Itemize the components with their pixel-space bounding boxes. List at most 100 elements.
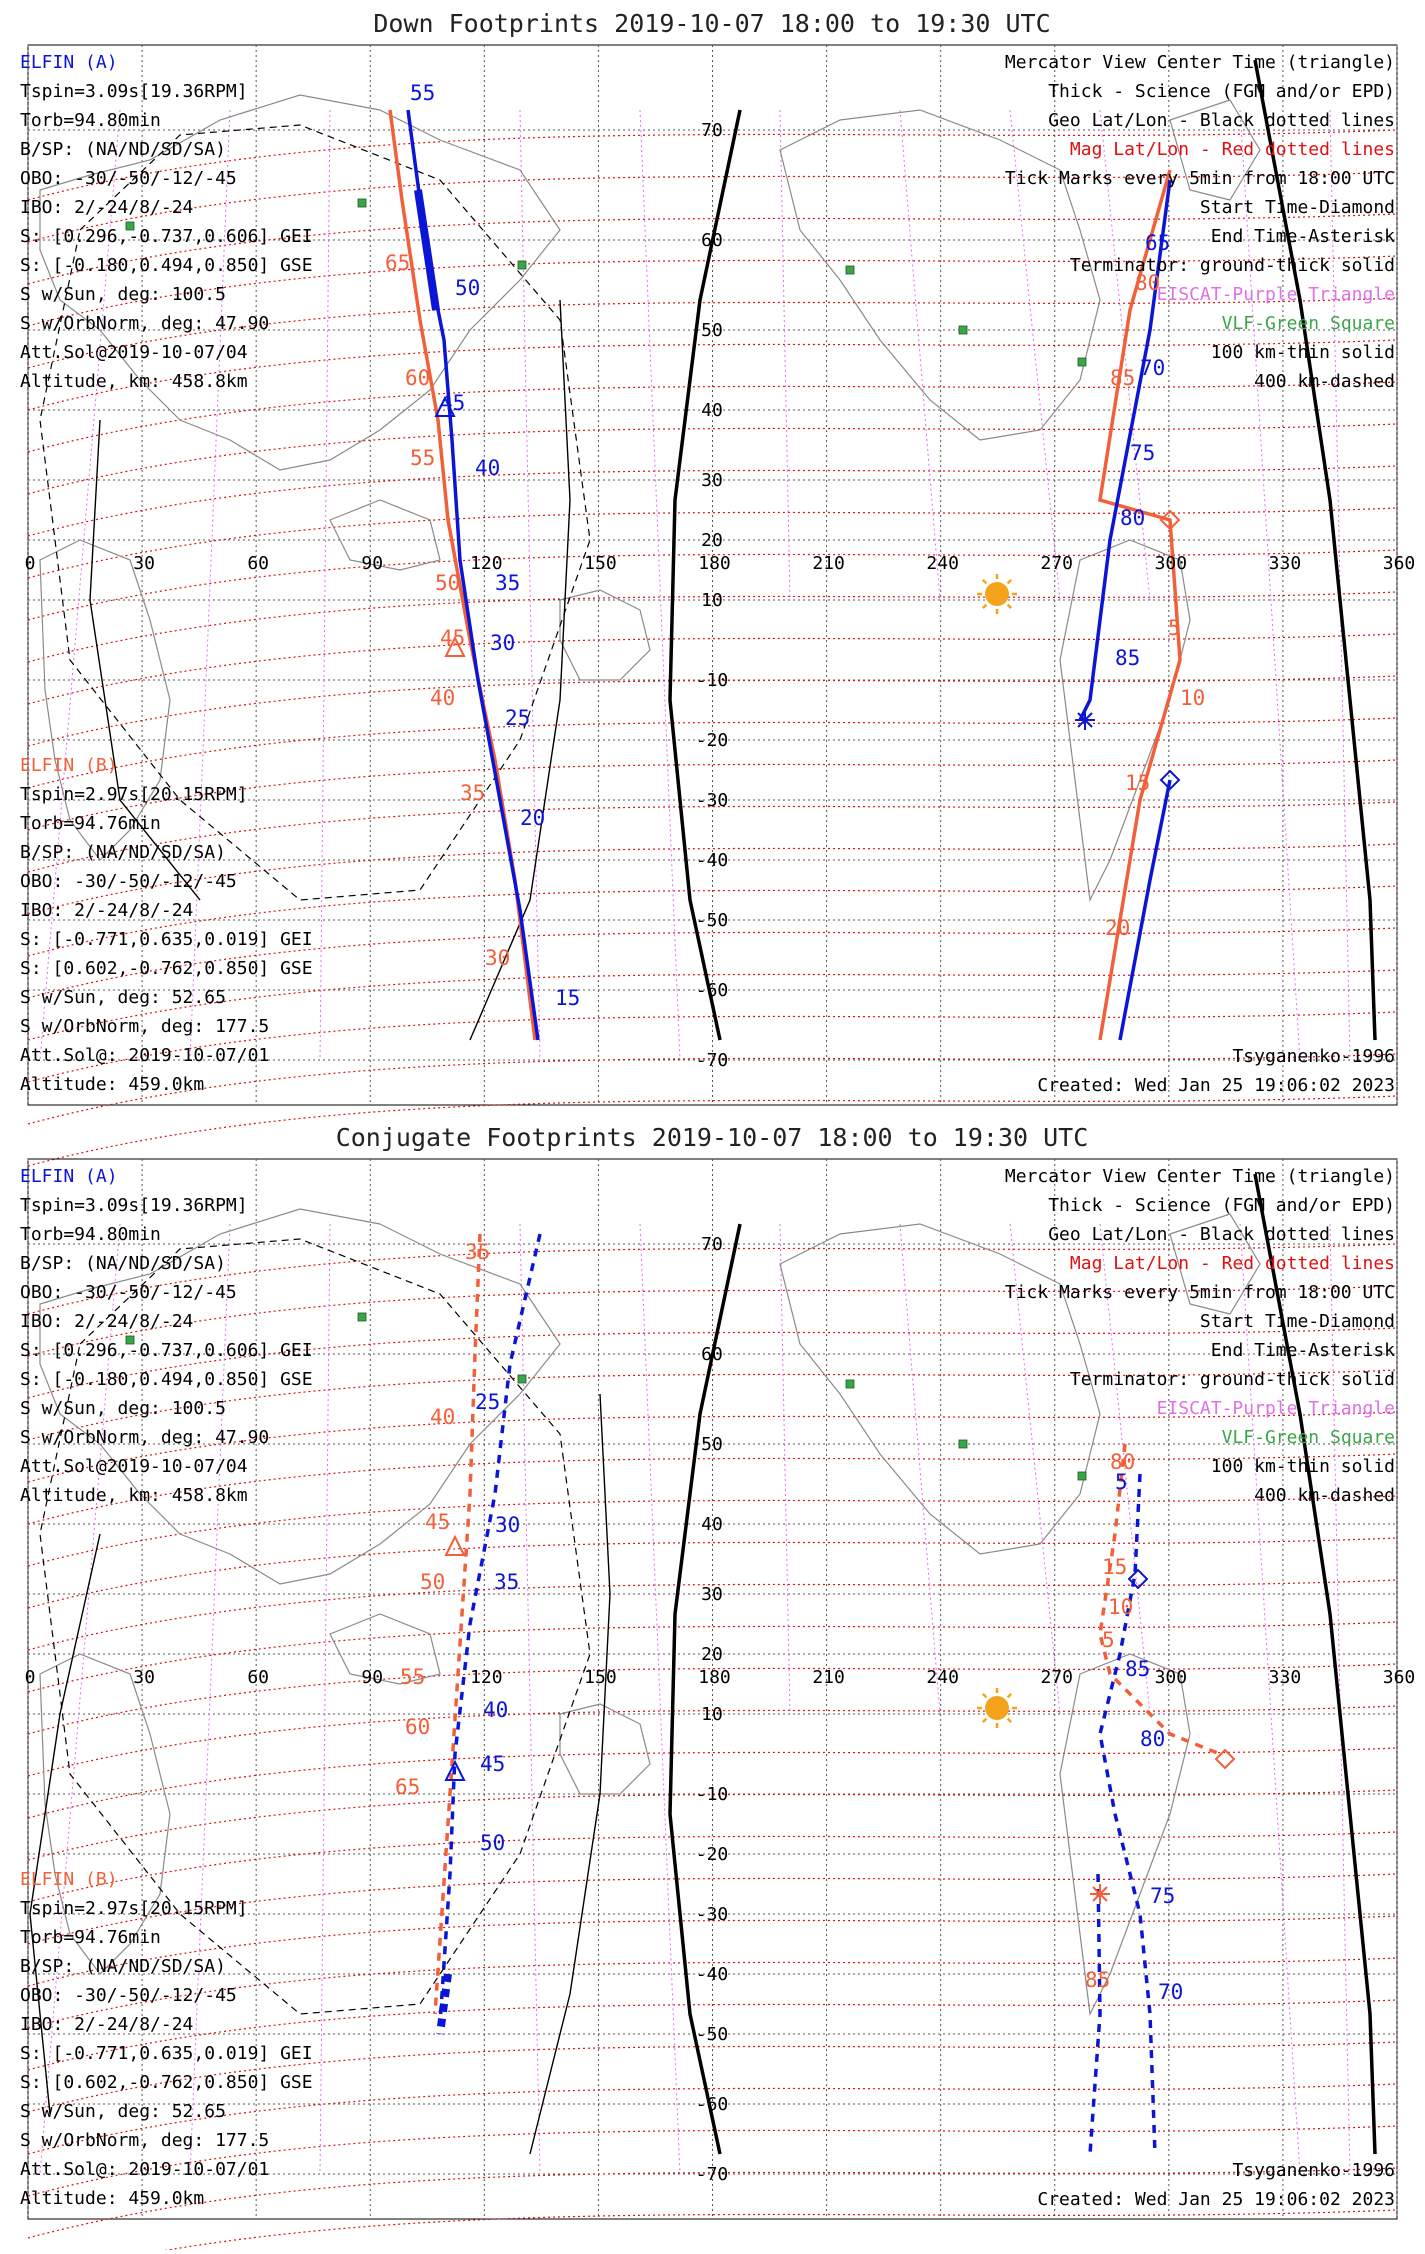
elfin-a-time-tick: 80 (1120, 506, 1145, 530)
vlf-station-marker (1077, 357, 1087, 367)
mag-meridian (189, 1223, 231, 2175)
elfin-a-time-tick: 35 (494, 1570, 519, 1594)
elfin-b-time-tick: 65 (385, 251, 410, 275)
legend-entry: VLF-Green Square (1222, 313, 1395, 334)
lat-tick-label: -20 (696, 730, 729, 751)
mag-meridian (1099, 109, 1151, 601)
lat-tick-label: 20 (701, 1644, 723, 1665)
elfin-a-time-tick: 40 (483, 1698, 508, 1722)
mag-meridian (1009, 1223, 1061, 1715)
mag-meridian (189, 109, 231, 1061)
mag-parallel (27, 2041, 1398, 2113)
elfin-a-time-tick: 50 (455, 276, 480, 300)
mag-parallel (27, 2083, 1398, 2155)
mag-meridian (639, 1223, 681, 2175)
legend-entry: Mag Lat/Lon - Red dotted lines (1070, 139, 1395, 160)
lat-tick-label: -70 (696, 1050, 729, 1071)
elfin-b-info-line: Att.Sol@: 2019-10-07/01 (20, 2159, 269, 2180)
sun-ray (1006, 1717, 1013, 1724)
mag-parallel (27, 1747, 1398, 1819)
mag-meridian (1239, 1223, 1301, 2175)
mag-parallel (27, 1285, 1398, 1357)
elfin-a-time-tick: 50 (480, 1831, 505, 1855)
terminator-ground (668, 1223, 742, 2155)
elfin-b-time-tick: 50 (420, 1570, 445, 1594)
elfin-b-time-tick: 60 (405, 366, 430, 390)
mag-parallel (27, 339, 1398, 411)
vlf-station-marker (958, 325, 968, 335)
mag-meridian (1009, 109, 1061, 601)
elfin-a-info-line: Tspin=3.09s[19.36RPM] (20, 1195, 248, 1216)
lon-tick-label: 0 (25, 1667, 36, 1688)
elfin-a-time-tick: 65 (1145, 231, 1170, 255)
mag-parallel (27, 1327, 1398, 1399)
elfin-b-info-line: Tspin=2.97s[20.15RPM] (20, 1898, 248, 1919)
lon-tick-label: 360 (1383, 553, 1416, 574)
lon-tick-label: 300 (1155, 1667, 1188, 1688)
elfin-b-time-tick: 60 (405, 1715, 430, 1739)
elfin-a-track-east (1078, 179, 1172, 721)
elfin-a-time-tick: 30 (495, 1513, 520, 1537)
terminator-400km (39, 1238, 591, 2015)
lon-tick-label: 120 (470, 553, 503, 574)
elfin-a-info-line: Torb=94.80min (20, 110, 161, 131)
terminator-ground (1253, 59, 1377, 1041)
elfin-a-track-east-south (1118, 779, 1172, 1041)
lon-tick-label: 30 (133, 553, 155, 574)
elfin-b-time-tick: 85 (1085, 1968, 1110, 1992)
lat-tick-label: -20 (696, 1844, 729, 1865)
mag-meridian (319, 109, 331, 1061)
elfin-a-start-diamond (1159, 769, 1181, 791)
lat-tick-label: -50 (696, 2024, 729, 2045)
coastline (329, 499, 441, 571)
elfin-b-info-line: OBO: -30/-50/-12/-45 (20, 1985, 237, 2006)
mag-parallel (27, 1495, 1398, 1567)
elfin-b-info-line: S: [-0.771,0.635,0.019] GEI (20, 929, 313, 950)
elfin-a-time-tick: 35 (495, 571, 520, 595)
mag-parallel (27, 1831, 1398, 1903)
lat-tick-label: 70 (701, 120, 723, 141)
elfin-a-info-line: S: [-0.180,0.494,0.850] GSE (20, 255, 313, 276)
legend-entry: Tick Marks every 5min from 18:00 UTC (1005, 168, 1395, 189)
coastlines (39, 1208, 1261, 2017)
elfin-a-info-line: Att.Sol@2019-10-07/04 (20, 342, 248, 363)
elfin-b-track-east (1098, 1443, 1221, 1756)
elfin-b-time-tick: 15 (1102, 1555, 1127, 1579)
model-name: Tsyganenko-1996 (1232, 1046, 1395, 1067)
elfin-a-track-west (438, 1233, 542, 2025)
coastline (39, 94, 561, 471)
vlf-station-marker (958, 1439, 968, 1449)
mag-parallel (141, 2209, 1398, 2254)
elfin-b-time-tick: 35 (460, 781, 485, 805)
mag-parallel (27, 1621, 1398, 1693)
mag-parallel (27, 759, 1398, 831)
terminator-100km (89, 419, 201, 901)
lon-tick-label: 360 (1383, 1667, 1416, 1688)
mag-parallel (27, 507, 1398, 579)
elfin-b-label: ELFIN (B) (20, 1869, 118, 1890)
lon-tick-label: 0 (25, 553, 36, 574)
elfin-b-time-tick: 50 (435, 571, 460, 595)
mag-parallel (27, 969, 1398, 1041)
created-timestamp: Created: Wed Jan 25 19:06:02 2023 (1037, 2189, 1395, 2210)
elfin-b-end-asterisk (1090, 1884, 1110, 1904)
elfin-a-science-segment (436, 1973, 452, 2035)
lat-tick-label: 30 (701, 470, 723, 491)
elfin-b-time-tick: 55 (400, 1665, 425, 1689)
legend-entry: Geo Lat/Lon - Black dotted lines (1048, 110, 1395, 131)
elfin-b-time-tick: 20 (1105, 916, 1130, 940)
legend-entry: 400 km-dashed (1254, 1485, 1395, 1506)
mag-meridian (39, 109, 121, 1061)
lon-tick-label: 300 (1155, 553, 1188, 574)
mag-meridians (39, 109, 1351, 1061)
terminator-100km (529, 1393, 611, 2155)
mag-parallel (27, 1453, 1398, 1525)
legend-entry: Mercator View Center Time (triangle) (1005, 52, 1395, 73)
mag-parallel (27, 1663, 1398, 1735)
elfin-b-time-tick: 40 (430, 1405, 455, 1429)
elfin-a-info-line: Torb=94.80min (20, 1224, 161, 1245)
sun-icon (985, 582, 1009, 606)
coastline (559, 1703, 651, 1795)
elfin-b-time-tick: 45 (425, 1510, 450, 1534)
mag-parallel (27, 885, 1398, 957)
